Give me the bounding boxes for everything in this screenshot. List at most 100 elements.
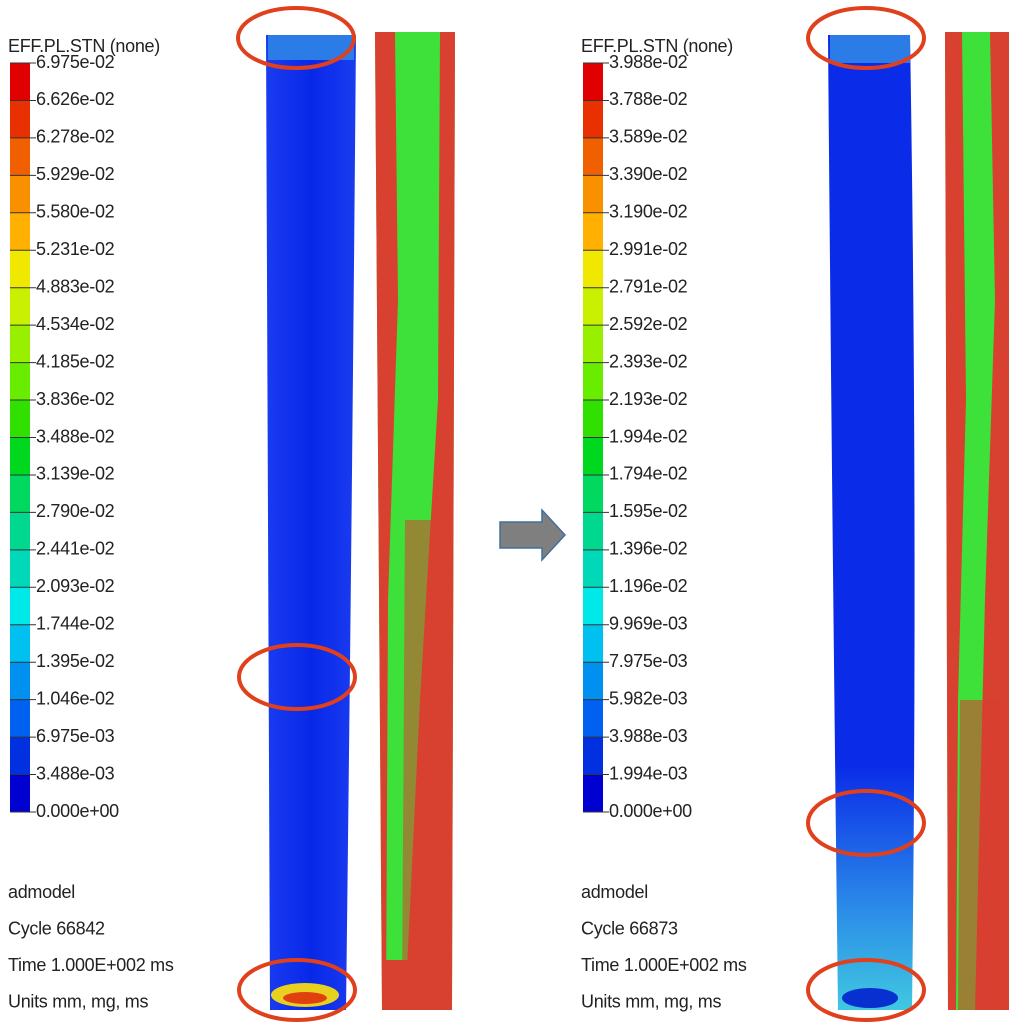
legend-band <box>10 625 30 663</box>
model-info: Cycle 66842 <box>8 918 105 938</box>
legend-label: 1.196e-02 <box>609 576 688 596</box>
legend-band <box>583 512 603 550</box>
legend-label: 7.975e-03 <box>609 651 688 671</box>
legend-label: 4.883e-02 <box>36 276 115 296</box>
model-info: Units mm, mg, ms <box>8 991 149 1011</box>
legend-label: 5.982e-03 <box>609 688 688 708</box>
legend-label: 2.790e-02 <box>36 501 115 521</box>
legend-band <box>583 587 603 625</box>
legend-label: 2.441e-02 <box>36 539 115 559</box>
model-info: admodel <box>581 882 648 902</box>
legend-label: 1.396e-02 <box>609 539 688 559</box>
legend-band <box>10 175 30 213</box>
legend-label: 1.794e-02 <box>609 464 688 484</box>
legend-band <box>10 63 30 101</box>
legend-label: 2.093e-02 <box>36 576 115 596</box>
legend-label: 1.395e-02 <box>36 651 115 671</box>
legend-label: 0.000e+00 <box>609 801 692 821</box>
legend-label: 1.994e-02 <box>609 426 688 446</box>
legend-band <box>10 737 30 775</box>
legend-band <box>583 100 603 138</box>
legend-label: 3.589e-02 <box>609 127 688 147</box>
strain-cylinder <box>266 35 356 1010</box>
model-info: Time 1.000E+002 ms <box>581 955 747 975</box>
legend-band <box>583 138 603 176</box>
state-region <box>402 520 440 1010</box>
legend-label: 3.988e-02 <box>609 52 688 72</box>
legend-label: 3.139e-02 <box>36 464 115 484</box>
legend-band <box>583 250 603 288</box>
legend-band <box>583 400 603 438</box>
end-zone <box>830 35 910 63</box>
legend-band <box>10 250 30 288</box>
legend-label: 1.744e-02 <box>36 614 115 634</box>
model-info: Cycle 66873 <box>581 918 678 938</box>
legend-band <box>583 475 603 513</box>
legend-band <box>583 325 603 363</box>
legend-band <box>583 662 603 700</box>
legend-band <box>583 213 603 251</box>
legend-band <box>10 400 30 438</box>
legend-band <box>10 700 30 738</box>
legend-band <box>583 625 603 663</box>
legend-band <box>583 288 603 326</box>
legend-band <box>10 587 30 625</box>
legend-band <box>583 175 603 213</box>
legend-band <box>10 512 30 550</box>
legend-label: 5.231e-02 <box>36 239 115 259</box>
legend-label: 9.969e-03 <box>609 614 688 634</box>
legend-band <box>10 100 30 138</box>
legend-band <box>10 325 30 363</box>
legend-label: 6.975e-03 <box>36 726 115 746</box>
legend-band <box>10 363 30 401</box>
legend-band <box>10 775 30 813</box>
legend-band <box>10 475 30 513</box>
screenshot: EFF.PL.STN (none)6.975e-026.626e-026.278… <box>0 0 1009 1024</box>
model-info: Units mm, mg, ms <box>581 991 722 1011</box>
model-info: admodel <box>8 882 75 902</box>
legend-label: 3.836e-02 <box>36 389 115 409</box>
left-models <box>266 32 455 1010</box>
legend-label: 1.994e-03 <box>609 763 688 783</box>
legend-label: 3.988e-03 <box>609 726 688 746</box>
legend-label: 6.626e-02 <box>36 89 115 109</box>
legend-band <box>10 138 30 176</box>
legend-band <box>10 288 30 326</box>
legend-label: 3.488e-03 <box>36 763 115 783</box>
legend-label: 6.975e-02 <box>36 52 115 72</box>
legend-label: 2.592e-02 <box>609 314 688 334</box>
transition-arrow <box>500 510 565 560</box>
legend-band <box>10 438 30 476</box>
legend-label: 0.000e+00 <box>36 801 119 821</box>
legend-band <box>10 550 30 588</box>
legend-band <box>583 438 603 476</box>
legend-band <box>583 700 603 738</box>
legend-band <box>10 213 30 251</box>
legend-label: 3.488e-02 <box>36 426 115 446</box>
legend-label: 4.185e-02 <box>36 351 115 371</box>
state-region <box>958 700 1000 1010</box>
legend-band <box>583 363 603 401</box>
legend-band <box>583 63 603 101</box>
legend-label: 4.534e-02 <box>36 314 115 334</box>
legend-band <box>583 737 603 775</box>
state-region <box>382 960 452 1010</box>
right-models <box>828 32 1009 1010</box>
legend-label: 5.580e-02 <box>36 202 115 222</box>
legend-label: 2.393e-02 <box>609 351 688 371</box>
legend-label: 5.929e-02 <box>36 164 115 184</box>
legend-label: 1.595e-02 <box>609 501 688 521</box>
legend-label: 2.193e-02 <box>609 389 688 409</box>
model-info: Time 1.000E+002 ms <box>8 955 174 975</box>
legend-label: 1.046e-02 <box>36 688 115 708</box>
legend-band <box>583 775 603 813</box>
legend-label: 3.788e-02 <box>609 89 688 109</box>
end-zone <box>283 992 327 1004</box>
legend-label: 3.390e-02 <box>609 164 688 184</box>
end-zone <box>842 988 898 1008</box>
legend-label: 6.278e-02 <box>36 127 115 147</box>
legend-band <box>10 662 30 700</box>
legend-label: 3.190e-02 <box>609 202 688 222</box>
legend-label: 2.791e-02 <box>609 276 688 296</box>
strain-cylinder <box>828 35 915 1010</box>
